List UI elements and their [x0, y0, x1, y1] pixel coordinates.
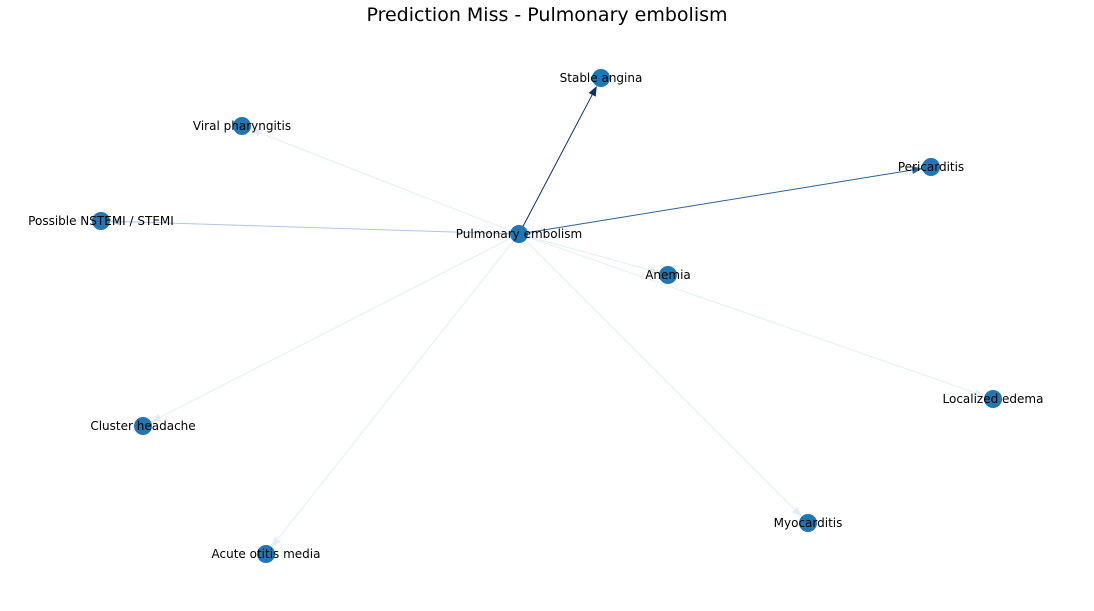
node-label-cluster-headache: Cluster headache [90, 419, 195, 433]
edges-layer [109, 85, 985, 547]
node-label-localized-edema: Localized edema [943, 392, 1044, 406]
edge-arrowhead-viral_pharyngitis [250, 129, 262, 137]
node-label-viral-pharyngitis: Viral pharyngitis [193, 119, 291, 133]
edge-pe-to-myocarditis [518, 233, 795, 510]
edge-arrowhead-localized_edema [973, 388, 985, 397]
node-label-myocarditis: Myocarditis [774, 516, 843, 530]
node-nstemi [92, 212, 110, 230]
node-label-pericarditis: Pericarditis [898, 160, 964, 174]
edge-arrowhead-cluster_headache [151, 413, 162, 422]
edge-arrowhead-nstemi [109, 217, 121, 226]
edge-pe-to-acute_otitis_media [277, 233, 520, 540]
node-label-pe: Pulmonary embolism [456, 227, 582, 241]
node-viral-pharyngitis [233, 117, 251, 135]
node-localized-edema [984, 390, 1002, 408]
edge-arrowhead-anemia [648, 266, 660, 274]
edge-pe-to-nstemi [119, 221, 520, 235]
node-stable-angina [592, 69, 610, 87]
edge-arrowhead-pericarditis [911, 166, 923, 174]
edge-pe-to-viral_pharyngitis [259, 132, 520, 235]
nodes-layer [92, 69, 1002, 563]
node-label-anemia: Anemia [645, 268, 691, 282]
node-cluster-headache [134, 417, 152, 435]
edge-pe-to-localized_edema [518, 233, 976, 394]
edge-pe-to-cluster_headache [159, 233, 520, 418]
node-label-stable-angina: Stable angina [560, 71, 643, 85]
page-title: Prediction Miss - Pulmonary embolism [366, 4, 728, 26]
node-pericarditis [922, 158, 940, 176]
node-myocarditis [799, 514, 817, 532]
edge-arrowhead-myocarditis [791, 506, 802, 517]
edge-pe-to-pericarditis [518, 169, 913, 235]
edge-pe-to-stable_angina [518, 94, 593, 235]
node-anemia [659, 266, 677, 284]
node-label-nstemi: Possible NSTEMI / STEMI [28, 214, 174, 228]
node-acute-otitis-media [257, 545, 275, 563]
node-label-acute-otitis-media: Acute otitis media [212, 547, 321, 561]
edge-pe-to-anemia [518, 233, 650, 271]
node-pe [510, 225, 528, 243]
labels-layer: Pulmonary embolism Stable angina Viral pha… [28, 71, 1043, 561]
edge-arrowhead-acute_otitis_media [271, 536, 281, 547]
edge-arrowhead-stable_angina [588, 85, 597, 97]
